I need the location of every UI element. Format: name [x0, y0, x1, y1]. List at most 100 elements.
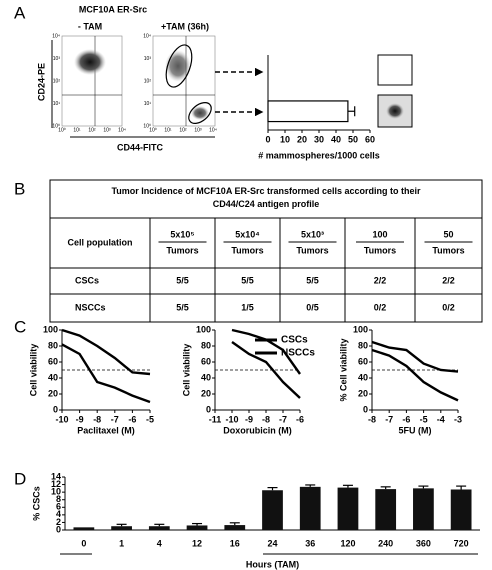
flow-y-label: CD24-PE	[36, 63, 46, 101]
bar	[186, 525, 208, 530]
x-tick-label: 20	[297, 134, 307, 144]
x-tick-label: -8	[93, 414, 101, 424]
y-tick-label: 12	[51, 479, 61, 489]
y-tick-label: 80	[48, 340, 58, 350]
y-tick-label: 60	[201, 356, 211, 366]
x-tick-label: -6	[402, 414, 410, 424]
line	[61, 328, 151, 376]
error-bar	[229, 522, 240, 526]
y-tick-label: 20	[201, 388, 211, 398]
bar	[148, 526, 170, 530]
row-header: Cell population	[68, 237, 133, 247]
y-tick-label: 60	[48, 356, 58, 366]
x-tick-label: -7	[111, 414, 119, 424]
bar	[413, 488, 434, 530]
table-border	[49, 179, 483, 323]
y-tick-label: 14	[51, 471, 61, 481]
table-cell: 0/2	[374, 302, 387, 312]
error-bar	[267, 487, 278, 491]
panel-letter: B	[14, 179, 25, 198]
table-cell: 5/5	[241, 275, 254, 285]
dose-label: 50	[443, 229, 453, 239]
table-cell: 5/5	[176, 302, 189, 312]
x-tick-label: 4	[157, 538, 162, 548]
y-tick-label: 2	[56, 517, 61, 527]
x-tick-label: -3	[454, 414, 462, 424]
line	[231, 328, 301, 375]
dose-label: 100	[372, 229, 387, 239]
x-tick-label: -4	[437, 414, 445, 424]
sphere-image	[377, 54, 413, 86]
y-tick-label: 4	[56, 509, 61, 519]
y-tick-label: 6	[56, 502, 61, 512]
x-tick-label: -9	[76, 414, 84, 424]
flow-tick-label: 10³	[103, 127, 111, 133]
flow-tick-label: 10¹	[144, 101, 152, 107]
y-tick-label: 100	[353, 324, 368, 334]
table-title: Tumor Incidence of MCF10A ER-Src transfo…	[111, 186, 421, 209]
condition-label: - TAM	[78, 21, 102, 31]
flow-tick-label: 10²	[179, 127, 187, 133]
dose-unit: Tumors	[364, 245, 396, 255]
x-tick-label: 36	[305, 538, 315, 548]
line	[61, 343, 151, 404]
table-cell: 5/5	[306, 275, 319, 285]
legend-label: NSCCs	[281, 348, 315, 359]
table-cell: 0/5	[306, 302, 319, 312]
bar	[299, 486, 321, 530]
x-tick-label: -10	[55, 414, 68, 424]
condition-label: +TAM (36h)	[161, 21, 209, 31]
bar	[337, 487, 359, 530]
table-cell: 5/5	[176, 275, 189, 285]
error-bar	[342, 484, 353, 488]
error-bar	[192, 522, 203, 526]
flow-tick-label: 10⁰	[149, 127, 157, 133]
flow-tick-label: 10⁴	[118, 127, 126, 133]
x-tick-label: -7	[279, 414, 287, 424]
y-tick-label: 20	[48, 388, 58, 398]
y-tick-label: 0	[363, 404, 368, 414]
y-tick-label: 40	[48, 372, 58, 382]
y-axis-label: Cell viability	[28, 344, 38, 397]
x-tick-label: -8	[368, 414, 376, 424]
error-bar	[116, 523, 127, 527]
error-bar	[347, 106, 356, 117]
error-bar	[305, 484, 316, 487]
bar	[267, 100, 349, 123]
y-tick-label: 0	[56, 524, 61, 534]
flow-tick-label: 10¹	[73, 127, 81, 133]
y-axis-label: % Cell viability	[338, 338, 348, 401]
table-cell: 0/2	[442, 302, 455, 312]
bar	[450, 489, 472, 530]
panel-a-title: MCF10A ER-Src	[79, 4, 147, 14]
y-tick-label: 40	[201, 372, 211, 382]
bar	[224, 525, 246, 530]
x-axis-label: Doxorubicin (M)	[223, 425, 292, 435]
x-tick-label: 720	[454, 538, 469, 548]
table-cell: 2/2	[442, 275, 455, 285]
flow-x-label: CD44-FITC	[117, 142, 164, 152]
x-tick-label: 240	[378, 538, 393, 548]
x-tick-label: -10	[225, 414, 238, 424]
flow-tick-label: 10⁴	[143, 33, 151, 39]
y-tick-label: 0	[206, 404, 211, 414]
panel-letter: C	[14, 317, 26, 336]
panel-letter: D	[14, 469, 26, 488]
x-tick-label: -6	[296, 414, 304, 424]
x-axis-label: Paclitaxel (M)	[77, 425, 135, 435]
flow-tick-label: 10⁰	[143, 123, 151, 129]
flow-tick-label: 10⁰	[58, 127, 66, 133]
table: Tumor Incidence of MCF10A ER-Src transfo…	[49, 179, 483, 323]
flow-tick-label: 10¹	[164, 127, 172, 133]
x-axis-label: Hours (TAM)	[246, 559, 299, 569]
bar	[73, 527, 95, 530]
y-tick-label: 10	[51, 487, 61, 497]
y-tick-label: 100	[196, 324, 211, 334]
flow-tick-label: 10³	[194, 127, 202, 133]
dose-label: 5x10³	[301, 229, 324, 239]
flow-tick-label: 10⁴	[209, 127, 217, 133]
x-tick-label: -11	[209, 414, 222, 424]
x-tick-label: 12	[192, 538, 202, 548]
y-tick-label: 0	[53, 404, 58, 414]
